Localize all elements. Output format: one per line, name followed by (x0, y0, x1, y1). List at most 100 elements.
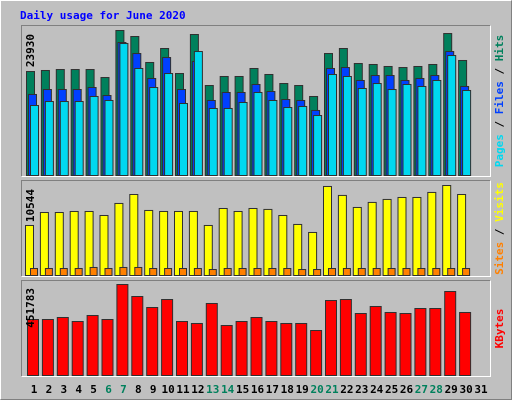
bar (84, 210, 94, 276)
x-tick-label: 15 (236, 383, 249, 396)
legend: KBytes (493, 309, 506, 349)
bar (44, 268, 53, 277)
bar (457, 193, 467, 276)
bar (44, 101, 54, 176)
bar (293, 223, 303, 277)
bar (248, 207, 258, 276)
bar (25, 224, 34, 276)
bar (283, 107, 293, 176)
chart-title: Daily usage for June 2020 (20, 9, 186, 22)
legend: Sites / Visits (493, 182, 506, 275)
bar (56, 316, 69, 376)
bar (89, 266, 98, 276)
bar (253, 91, 263, 176)
bar (193, 51, 203, 176)
bar (99, 214, 109, 276)
bar (223, 107, 233, 176)
bar (369, 305, 382, 377)
x-tick-label: 7 (120, 383, 127, 396)
bar (146, 306, 159, 376)
plot-bevel-dark (21, 25, 491, 177)
bar (164, 268, 173, 277)
bar (384, 311, 397, 377)
bar (161, 299, 174, 377)
bar (325, 300, 337, 376)
bar (342, 268, 351, 277)
bar (238, 101, 248, 176)
plot-bevel-dark (21, 280, 491, 377)
bar (432, 268, 441, 277)
bar (59, 101, 69, 176)
x-tick-label: 1 (31, 383, 38, 396)
x-tick-label: 3 (60, 383, 67, 396)
bar (134, 67, 144, 176)
bar (372, 83, 382, 176)
y-tick-label: 10544 (24, 189, 37, 222)
bar (223, 268, 232, 277)
bar (357, 268, 366, 277)
bar (278, 214, 288, 276)
bar (104, 268, 113, 277)
y-tick-label: 451783 (24, 288, 37, 328)
bar (402, 83, 412, 176)
x-tick-label: 28 (430, 383, 443, 396)
x-tick-label: 4 (75, 383, 82, 396)
bar (354, 313, 367, 376)
bar (116, 284, 129, 376)
bar (59, 268, 68, 277)
x-tick-label: 9 (150, 383, 157, 396)
bar (218, 207, 228, 276)
bar (342, 75, 352, 176)
x-tick-label: 11 (176, 383, 190, 396)
bar (308, 231, 318, 276)
bar (188, 210, 198, 276)
x-tick-label: 8 (135, 383, 142, 396)
bar (114, 202, 124, 276)
bar (417, 85, 427, 176)
legend-entry: Sites (493, 242, 506, 275)
bar (298, 269, 307, 276)
bar (412, 196, 422, 276)
bar (39, 212, 49, 277)
x-tick-label: 17 (266, 383, 279, 396)
x-tick-label: 6 (105, 383, 112, 396)
x-tick-label: 21 (325, 383, 339, 396)
bar (387, 268, 396, 277)
bar (27, 319, 39, 376)
bar (250, 316, 263, 376)
bar (298, 105, 308, 176)
bar (69, 210, 79, 276)
bar (432, 79, 442, 176)
bar (427, 191, 437, 276)
bar (144, 209, 154, 276)
bar (205, 302, 218, 376)
legend-separator: / (493, 222, 506, 242)
bar (238, 268, 247, 277)
x-tick-label: 16 (251, 383, 265, 396)
bar (54, 212, 64, 277)
x-tick-label: 13 (206, 383, 219, 396)
bar (447, 55, 457, 177)
bar (30, 105, 39, 176)
bar (295, 322, 308, 376)
x-tick-label: 12 (191, 383, 204, 396)
bar (193, 268, 202, 277)
bar (134, 266, 143, 276)
bar (104, 99, 114, 176)
bar (265, 320, 278, 377)
bar (119, 266, 128, 276)
bar (268, 268, 277, 277)
legend-separator: / (493, 61, 506, 81)
bar (387, 89, 397, 176)
bar (129, 193, 139, 276)
bar (131, 296, 144, 377)
bar (208, 269, 217, 276)
x-tick-label: 2 (46, 383, 53, 396)
bar (414, 308, 427, 377)
bar (176, 320, 188, 377)
bar (447, 268, 456, 277)
legend: Pages / Files / Hits (493, 35, 506, 168)
bar (462, 268, 471, 277)
legend-entry: Visits (493, 182, 506, 222)
bar (462, 89, 472, 176)
